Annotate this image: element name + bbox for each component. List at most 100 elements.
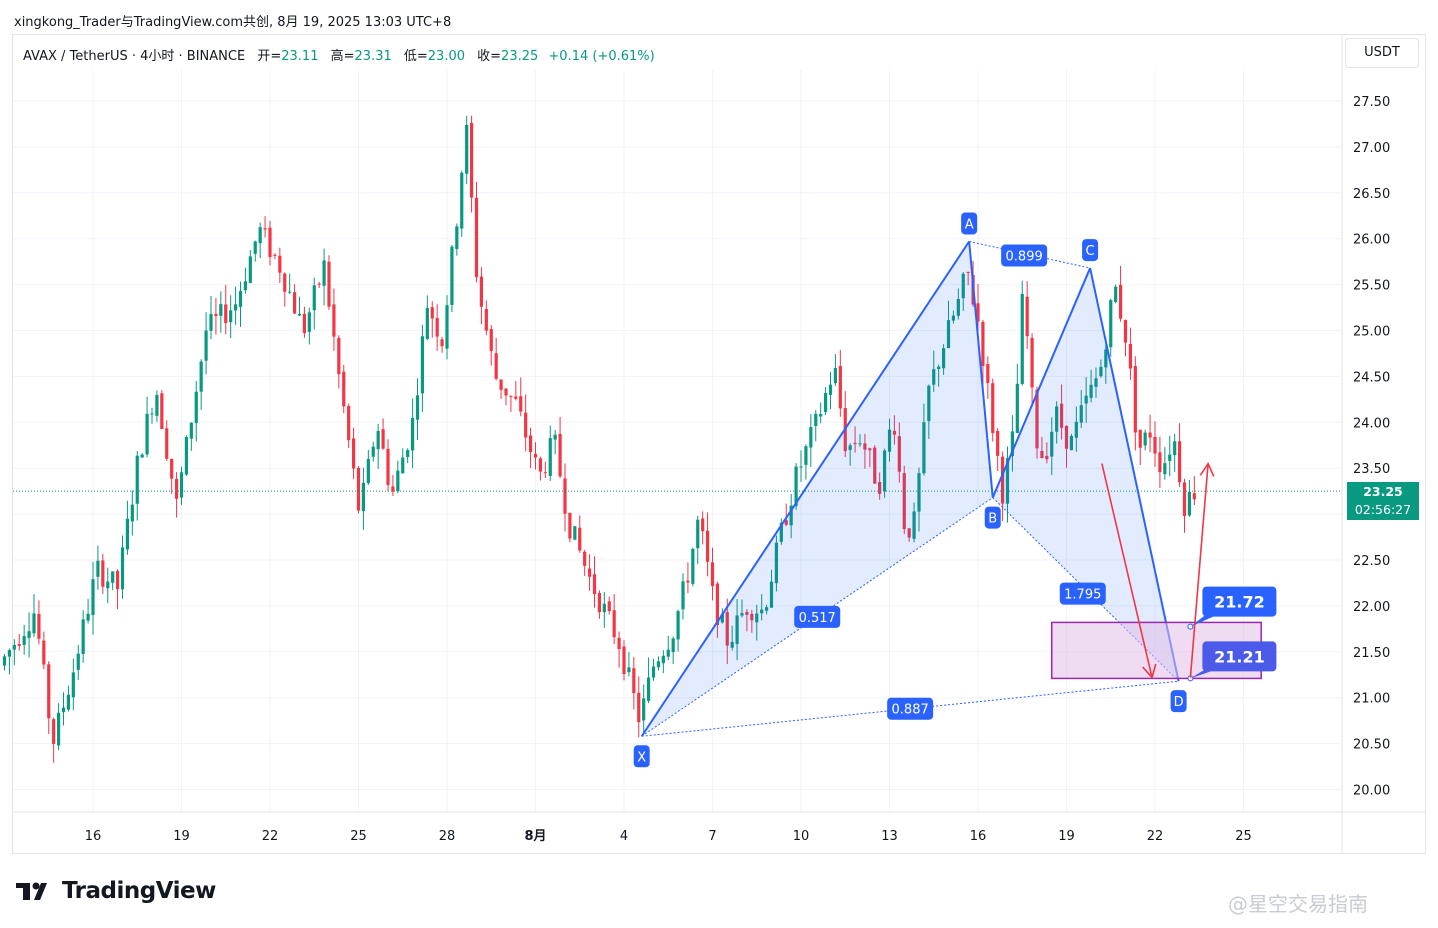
- candle-body: [907, 528, 911, 538]
- candle-body: [12, 644, 16, 650]
- y-tick-label: 22.00: [1353, 600, 1390, 615]
- candle-body: [268, 227, 272, 258]
- candle-body: [853, 442, 857, 445]
- pattern-leg-AB: [968, 241, 994, 498]
- candle-body: [435, 317, 439, 337]
- candle-body: [882, 450, 887, 492]
- candle-body: [1030, 337, 1034, 388]
- candle-body: [81, 619, 85, 654]
- candle-body: [548, 438, 552, 476]
- candles: [2, 115, 1196, 763]
- point-label-X: X: [637, 750, 646, 765]
- candle-body: [538, 458, 543, 472]
- up-arrow: [1189, 463, 1209, 678]
- open-value: 23.11: [281, 49, 319, 64]
- candle-body: [1079, 405, 1083, 423]
- candle-body: [1025, 296, 1029, 337]
- candle-body: [170, 458, 174, 479]
- candle-body: [1128, 343, 1133, 369]
- candle-body: [602, 603, 606, 613]
- candle-body: [912, 511, 916, 539]
- candle-body: [774, 542, 779, 584]
- candle-body: [332, 304, 336, 337]
- x-tick-label: 16: [970, 829, 987, 844]
- candle-body: [622, 646, 626, 675]
- symbol-legend[interactable]: AVAX / TetherUS · 4小时 · BINANCE 开=23.11 …: [23, 45, 655, 64]
- candle-body: [61, 707, 66, 713]
- bcd-triangle: [992, 268, 1179, 682]
- candle-body: [1173, 441, 1177, 456]
- candle-body: [322, 260, 326, 286]
- candle-body: [558, 433, 562, 477]
- chart-caption: xingkong_Trader与TradingView.com共创, 8月 19…: [14, 15, 452, 30]
- candle-body: [376, 431, 380, 450]
- candle-body: [238, 291, 243, 307]
- candle-body: [676, 611, 680, 640]
- x-tick-label: 10: [793, 829, 810, 844]
- tradingview-logo-icon: [16, 882, 47, 900]
- candle-body: [848, 445, 852, 450]
- last-price-value: 23.25: [1363, 484, 1403, 499]
- symbol-name: AVAX / TetherUS · 4小时 · BINANCE: [23, 49, 246, 64]
- candle-body: [1005, 458, 1010, 504]
- candle-body: [288, 291, 292, 293]
- candle-body: [356, 467, 361, 511]
- candle-body: [224, 304, 228, 324]
- candle-body: [1064, 425, 1069, 449]
- x-tick-label: 8月: [524, 829, 546, 844]
- candle-body: [32, 613, 36, 634]
- candle-body: [745, 611, 749, 615]
- point-badge-C: [1082, 239, 1099, 262]
- candle-body: [617, 637, 621, 650]
- candle-body: [1020, 293, 1024, 385]
- candle-body: [145, 413, 149, 455]
- candle-body: [297, 313, 302, 316]
- candle-body: [592, 574, 597, 595]
- price-callout: [1202, 586, 1277, 617]
- candle-body: [833, 368, 838, 384]
- candle-body: [494, 353, 498, 379]
- candle-body: [499, 379, 503, 390]
- candle-body: [406, 450, 410, 457]
- candle-body: [1035, 389, 1039, 449]
- candle-body: [283, 273, 287, 292]
- candle-body: [401, 457, 405, 474]
- candle-body: [484, 308, 488, 331]
- tradingview-logo[interactable]: TradingView: [16, 876, 216, 906]
- candle-body: [646, 677, 651, 701]
- candle-body: [661, 655, 665, 664]
- candle-body: [140, 454, 144, 458]
- point-label-A: A: [965, 217, 974, 232]
- candle-body: [130, 504, 134, 522]
- candle-body: [686, 580, 690, 583]
- candle-body: [922, 422, 926, 474]
- candle-body: [715, 583, 720, 626]
- candle-body: [956, 298, 960, 316]
- candle-body: [22, 636, 26, 645]
- y-tick-label: 23.50: [1353, 462, 1390, 477]
- candle-body: [528, 435, 533, 453]
- x-axis-labels: 16 19 22 25 28 8月 4 7 10 13 16 19 22 25: [85, 829, 1252, 844]
- x-tick-label: 7: [708, 829, 716, 844]
- candle-body: [981, 321, 985, 367]
- y-tick-label: 22.50: [1353, 554, 1390, 569]
- ratio-label: 0.517: [799, 611, 836, 626]
- pattern-leg-BC: [991, 267, 1092, 498]
- close-label: 收=: [477, 49, 502, 64]
- candle-body: [710, 562, 715, 587]
- x-tick-label: 22: [1147, 829, 1164, 844]
- candle-body: [1148, 432, 1152, 438]
- x-tick-label: 4: [620, 829, 628, 844]
- candle-body: [420, 336, 425, 394]
- currency-unit-button[interactable]: USDT: [1345, 38, 1419, 68]
- candle-body: [86, 613, 90, 621]
- x-tick-label: 25: [1235, 829, 1252, 844]
- candle-body: [366, 458, 370, 484]
- candle-body: [455, 226, 459, 249]
- candle-body: [2, 656, 7, 666]
- candle-body: [47, 664, 51, 719]
- low-value: 23.00: [427, 49, 465, 64]
- candle-body: [71, 672, 75, 698]
- harmonic-pattern: X A B C D 0.517 0.899 1.795 0.887: [633, 212, 1187, 768]
